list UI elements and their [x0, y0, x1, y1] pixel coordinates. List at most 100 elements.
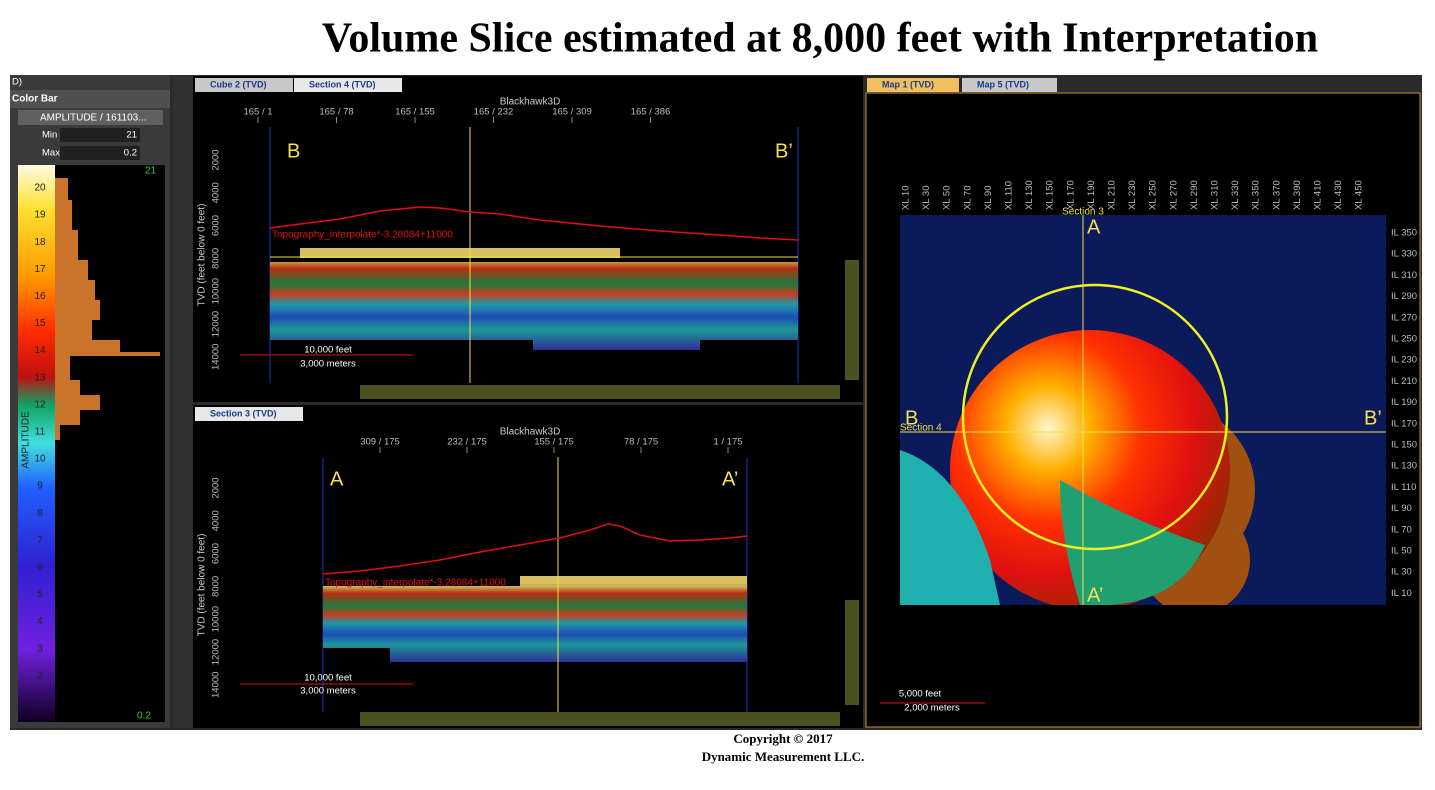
section-end-label: A	[330, 468, 344, 490]
xl-label: XL 430	[1333, 180, 1344, 210]
min-input[interactable]	[60, 128, 140, 142]
y-tick-label: 6000	[211, 543, 222, 564]
xl-label: XL 170	[1065, 180, 1076, 210]
il-label: IL 270	[1391, 312, 1417, 323]
colorbar-tick: 6	[37, 562, 43, 573]
colorbar-tick: 8	[37, 508, 43, 519]
il-label: IL 130	[1391, 461, 1417, 472]
y-tick-label: 12000	[211, 639, 222, 665]
xl-label: XL 210	[1107, 180, 1118, 210]
il-label: IL 10	[1391, 588, 1412, 599]
x-tick-label: 165 / 1	[243, 107, 272, 118]
y-tick-label: 14000	[211, 672, 222, 698]
min-label: Min	[42, 130, 57, 141]
colorbar-tick: 2	[37, 670, 43, 681]
xl-label: XL 350	[1251, 180, 1262, 210]
toolbar[interactable]	[173, 75, 193, 728]
top-value: 21	[145, 166, 157, 177]
panel-label: D)	[12, 77, 22, 88]
line-label: Section 3	[1062, 207, 1104, 218]
y-tick-label: 12000	[211, 311, 222, 337]
scrollbar[interactable]	[360, 712, 840, 726]
colorbar-tick: 10	[34, 454, 46, 465]
colorbar-tick: 20	[34, 183, 46, 194]
tab-label[interactable]: Section 4 (TVD)	[309, 79, 376, 89]
section4-panel	[193, 76, 863, 402]
x-tick-label: 232 / 175	[447, 437, 487, 448]
il-label: IL 210	[1391, 376, 1417, 387]
tab[interactable]	[195, 78, 293, 92]
tab-label[interactable]: Cube 2 (TVD)	[210, 79, 267, 89]
tab-label[interactable]: Map 5 (TVD)	[977, 79, 1029, 89]
x-tick-label: 78 / 175	[624, 437, 658, 448]
scale-feet: 10,000 feet	[304, 345, 352, 356]
tab-label[interactable]: Map 1 (TVD)	[882, 79, 934, 89]
colorbar-tick: 12	[34, 399, 46, 410]
il-label: IL 290	[1391, 291, 1417, 302]
il-label: IL 310	[1391, 270, 1417, 281]
page-title: Volume Slice estimated at 8,000 feet wit…	[322, 16, 1318, 62]
xl-label: XL 130	[1024, 180, 1035, 210]
survey-name: Blackhawk3D	[500, 427, 561, 438]
il-label: IL 50	[1391, 546, 1412, 557]
colorbar-tick: 16	[34, 291, 46, 302]
xl-label: XL 10	[901, 186, 912, 210]
map-label: B	[905, 407, 918, 429]
il-label: IL 190	[1391, 397, 1417, 408]
max-input[interactable]	[60, 146, 140, 160]
x-tick-label: 165 / 78	[319, 107, 353, 118]
color-gradient	[18, 165, 55, 722]
map-label: A	[1087, 216, 1101, 238]
il-label: IL 330	[1391, 249, 1417, 260]
section-end-label: A’	[722, 468, 738, 490]
company: Dynamic Measurement LLC.	[702, 749, 865, 764]
max-label: Max	[42, 148, 60, 159]
y-tick-label: 6000	[211, 215, 222, 236]
xl-label: XL 270	[1168, 180, 1179, 210]
x-tick-label: 165 / 309	[552, 107, 592, 118]
colorbar-tick: 13	[34, 372, 46, 383]
horizon-label: Topography_interpolate*-3.28084+11000	[325, 578, 506, 589]
il-label: IL 30	[1391, 567, 1412, 578]
scale-meters: 2,000 meters	[904, 703, 960, 714]
xl-label: XL 110	[1004, 181, 1015, 210]
horizon-label: Topography_interpolate*-3.28084+11000	[272, 230, 453, 241]
tab-label[interactable]: Section 3 (TVD)	[210, 408, 277, 418]
xl-label: XL 370	[1271, 180, 1282, 210]
colorbar-tick: 18	[34, 237, 46, 248]
tab[interactable]	[294, 78, 402, 92]
il-label: IL 350	[1391, 228, 1417, 239]
xl-label: XL 330	[1230, 180, 1241, 210]
x-tick-label: 1 / 175	[713, 437, 742, 448]
colorbar-tick: 3	[37, 643, 43, 654]
il-label: IL 90	[1391, 503, 1412, 514]
colorbar-tick: 1	[37, 698, 43, 709]
xl-label: XL 50	[942, 186, 953, 210]
section3-panel	[193, 405, 863, 728]
tab[interactable]	[962, 78, 1057, 92]
xl-label: XL 230	[1127, 180, 1138, 210]
attribute-select[interactable]	[18, 110, 163, 125]
colorbar-tick: 4	[37, 616, 43, 627]
attribute: AMPLITUDE / 161103...	[40, 113, 147, 124]
x-tick-label: 155 / 175	[534, 437, 574, 448]
xl-label: XL 390	[1292, 180, 1303, 210]
colorbar-tick: 19	[34, 210, 46, 221]
y-tick-label: 10000	[211, 278, 222, 304]
scrollbar[interactable]	[360, 385, 840, 399]
xl-label: XL 70	[962, 186, 973, 210]
xl-label: XL 310	[1210, 180, 1221, 210]
colorbar-axis-label: AMPLITUDE	[21, 411, 32, 469]
il-label: IL 250	[1391, 334, 1417, 345]
y-tick-label: 8000	[211, 576, 222, 597]
tab[interactable]	[195, 407, 303, 421]
color-bar-panel	[10, 75, 170, 728]
map-label: A’	[1087, 584, 1103, 606]
bottom-value: 0.2	[137, 711, 151, 722]
tab[interactable]	[867, 78, 959, 92]
colorbar-tick: 5	[37, 589, 43, 600]
colorbar-tick: 14	[34, 345, 46, 356]
scale-feet: 10,000 feet	[304, 673, 352, 684]
map-panel	[864, 76, 1422, 728]
